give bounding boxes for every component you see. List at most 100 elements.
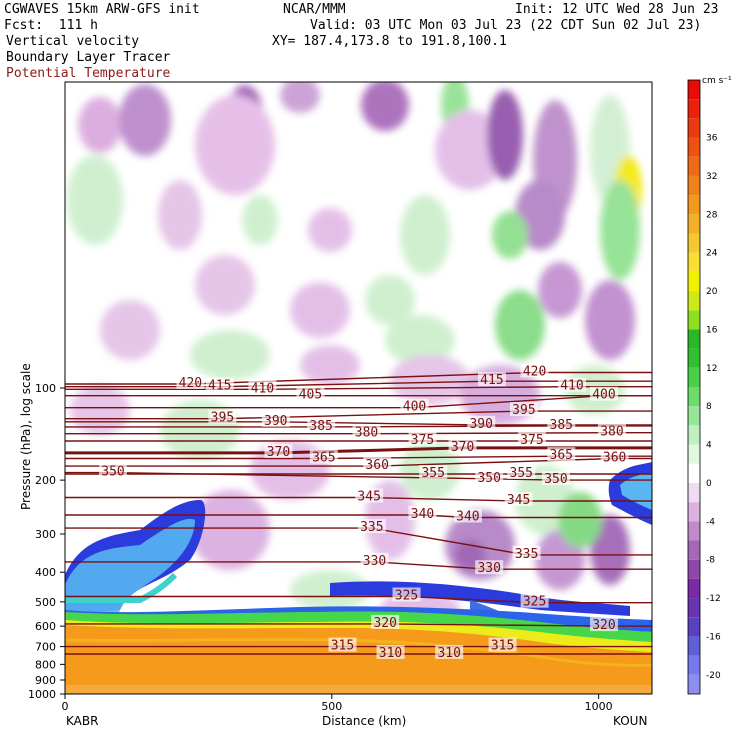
y-tick-label: 300 xyxy=(35,528,56,541)
isentrope-label-bg xyxy=(475,469,504,484)
isentrope-line xyxy=(65,514,652,519)
header-org: NCAR/MMM xyxy=(283,2,346,17)
isentrope-label: 320 xyxy=(373,616,396,631)
colorbar-label: 0 xyxy=(706,479,712,489)
isentrope-label-bg xyxy=(400,398,429,413)
isentrope-label: 370 xyxy=(267,445,290,460)
isentrope-label-bg xyxy=(509,402,538,417)
isentrope-label-bg xyxy=(208,409,237,424)
isentrope-label-bg xyxy=(392,587,421,602)
header-valid: Valid: 03 UTC Mon 03 Jul 23 (22 CDT Sun … xyxy=(310,18,702,33)
isentrope-label: 310 xyxy=(437,646,460,661)
isentrope-label-bg xyxy=(205,377,234,392)
x-tick-label: 0 xyxy=(62,700,69,713)
colorbar-swatch xyxy=(688,175,700,196)
isentrope-label-bg xyxy=(453,508,482,523)
isentrope-label-bg xyxy=(99,463,128,478)
colorbar-swatch xyxy=(688,617,700,637)
isentrope-line xyxy=(65,386,652,390)
isentrope-label-bg xyxy=(352,424,381,439)
colorbar-swatch xyxy=(688,233,700,253)
isentrope-label: 350 xyxy=(477,471,500,486)
colorbar-swatch xyxy=(688,598,700,618)
isentrope-label: 395 xyxy=(512,403,535,418)
isentrope-label-bg xyxy=(371,614,400,629)
colorbar-swatch xyxy=(688,252,700,272)
isentrope-label-bg xyxy=(507,464,536,479)
colorbar-swatch xyxy=(688,99,700,119)
isentrope-label: 340 xyxy=(456,510,479,525)
colorbar-swatch xyxy=(688,463,700,483)
colorbar-swatch xyxy=(688,348,700,368)
isentrope-label-bg xyxy=(363,457,392,472)
colorbar-swatch xyxy=(688,387,700,407)
header-field-vertical-velocity: Vertical velocity xyxy=(6,34,140,49)
isentrope-label-bg xyxy=(547,416,576,431)
isentrope-label-bg xyxy=(357,519,386,534)
colorbar-label: 8 xyxy=(706,402,712,412)
colorbar-swatch xyxy=(688,271,700,292)
colorbar-swatch xyxy=(688,310,700,330)
isentrope-label: 335 xyxy=(360,520,383,535)
colorbar-label: 36 xyxy=(706,134,718,144)
colorbar-label: -16 xyxy=(706,632,721,642)
isentrope-line xyxy=(65,623,652,627)
y-tick-label: 900 xyxy=(35,674,56,687)
isentrope-label: 345 xyxy=(357,490,380,505)
header-init: Init: 12 UTC Wed 28 Jun 23 xyxy=(515,2,719,17)
isentrope-label-bg xyxy=(435,644,464,659)
isentrope-label-bg xyxy=(597,423,626,438)
isentrope-label: 410 xyxy=(560,379,583,394)
y-tick-label: 200 xyxy=(35,474,56,487)
header-model: CGWAVES 15km ARW-GFS init xyxy=(4,2,200,17)
isentrope-label: 330 xyxy=(477,561,500,576)
left-endpoint-label: KABR xyxy=(66,714,98,728)
isentrope-label: 315 xyxy=(491,639,514,654)
right-endpoint-label: KOUN xyxy=(613,714,647,728)
colorbar-label: 4 xyxy=(706,441,712,451)
colorbar-swatch xyxy=(688,214,700,234)
colorbar-swatch xyxy=(688,674,700,694)
isentrope-label: 370 xyxy=(451,440,474,455)
y-tick-label: 400 xyxy=(35,566,56,579)
header-fcst: Fcst: 111 h xyxy=(4,18,98,33)
isentrope-label: 385 xyxy=(550,418,573,433)
isentrope-label: 315 xyxy=(331,639,354,654)
colorbar-swatch xyxy=(688,118,700,138)
colorbar-frame xyxy=(687,79,701,695)
isentrope-label-bg xyxy=(520,593,549,608)
isentrope-line xyxy=(65,410,652,420)
y-axis-label: Pressure (hPa), log scale xyxy=(19,363,33,510)
isentrope-label-bg xyxy=(261,412,290,427)
isentrope-label: 325 xyxy=(395,588,418,603)
isentrope-label-bg xyxy=(355,488,384,503)
colorbar-swatch xyxy=(688,156,700,176)
isentrope-label-bg xyxy=(541,471,570,486)
colorbar-label: 20 xyxy=(706,287,718,297)
colorbar-swatch xyxy=(688,291,700,311)
x-tick-label: 500 xyxy=(321,700,342,713)
colorbar-swatch xyxy=(688,578,700,599)
isentrope-label: 355 xyxy=(421,466,444,481)
colorbar-swatch xyxy=(688,137,700,157)
isentrope-label: 400 xyxy=(592,388,615,403)
colorbar-swatch xyxy=(688,80,700,100)
isentrope-label-bg xyxy=(296,386,325,401)
colorbar-label: -12 xyxy=(706,594,721,604)
isentrope-line xyxy=(65,432,652,435)
colorbar-label: -8 xyxy=(706,556,715,566)
isentrope-label: 405 xyxy=(299,388,322,403)
colorbar-swatch xyxy=(688,540,700,560)
isentrope-label: 365 xyxy=(550,448,573,463)
isentrope-label: 325 xyxy=(523,595,546,610)
colorbar-swatch xyxy=(688,329,700,349)
isentrope-label: 390 xyxy=(264,414,287,429)
isentrope-line xyxy=(65,371,652,385)
isentrope-label: 395 xyxy=(211,411,234,426)
colorbar-swatch xyxy=(688,367,700,387)
isentrope-label-bg xyxy=(328,637,357,652)
isentrope-label: 375 xyxy=(520,433,543,448)
isentrope-label-bg xyxy=(360,552,389,567)
